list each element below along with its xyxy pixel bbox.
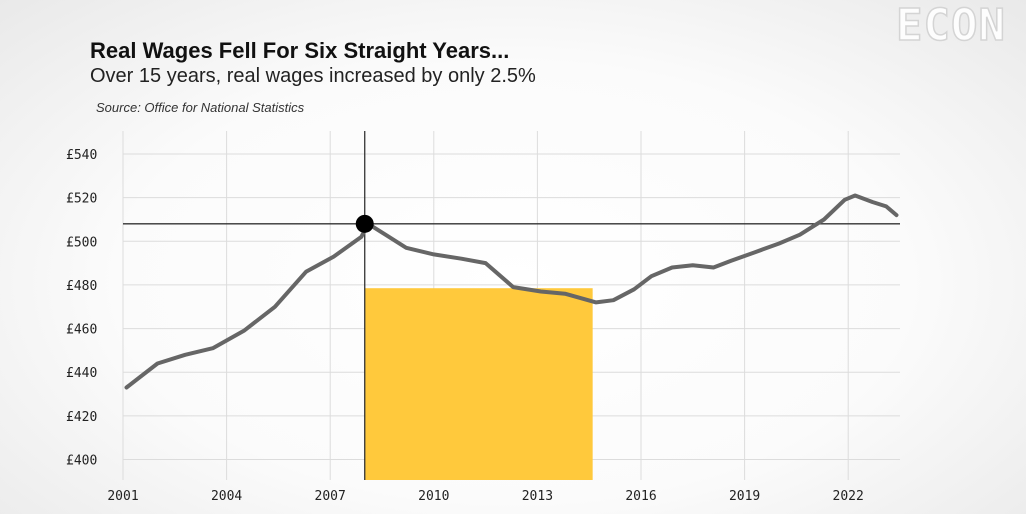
crosshair-point xyxy=(355,214,374,233)
x-tick-label: 2007 xyxy=(315,489,346,504)
y-tick-label: £500 xyxy=(66,235,97,250)
econ-logo: ECON xyxy=(895,0,1006,51)
x-tick-label: 2022 xyxy=(833,489,864,504)
x-tick-label: 2019 xyxy=(729,489,760,504)
y-tick-label: £440 xyxy=(66,366,97,381)
y-tick-label: £480 xyxy=(66,279,97,294)
y-tick-label: £460 xyxy=(66,323,97,338)
chart-title: Real Wages Fell For Six Straight Years..… xyxy=(90,38,510,63)
x-tick-label: 2016 xyxy=(625,489,656,504)
highlight-box xyxy=(364,288,593,480)
x-tick-label: 2013 xyxy=(522,489,553,504)
x-tick-label: 2004 xyxy=(211,489,242,504)
x-tick-label: 2001 xyxy=(107,489,138,504)
wage-series-line xyxy=(124,193,899,390)
y-tick-label: £420 xyxy=(66,410,97,425)
y-tick-label: £400 xyxy=(66,454,97,469)
chart-subtitle: Over 15 years, real wages increased by o… xyxy=(90,65,536,87)
y-tick-label: £540 xyxy=(66,148,97,163)
chart-source: Source: Office for National Statistics xyxy=(96,100,305,115)
y-tick-label: £520 xyxy=(66,192,97,207)
x-tick-label: 2010 xyxy=(418,489,449,504)
